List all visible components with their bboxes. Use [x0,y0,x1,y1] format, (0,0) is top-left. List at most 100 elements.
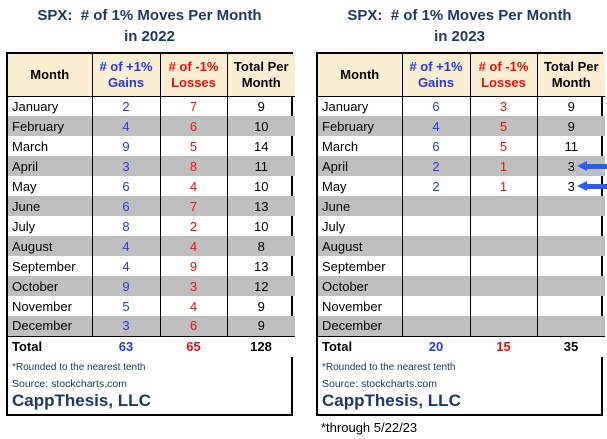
losses-cell [469,216,538,236]
losses-cell: 5 [159,136,228,156]
left-arrow-icon [576,181,607,191]
total-cell: 11 [536,136,605,156]
month-cell: March [8,136,93,156]
losses-cell: 6 [159,316,228,336]
total-cell [536,196,605,216]
total-cell: 11 [226,156,295,176]
footnote-source: Source: stockcharts.com [12,378,127,390]
losses-cell [469,316,538,336]
table-row: May 6 4 10 [8,176,295,196]
total-cell: 9 [226,296,295,316]
losses-cell: 5 [469,116,538,136]
total-cell: 3 [536,176,607,196]
gains-cell: 4 [401,116,471,136]
total-cell [536,216,605,236]
total-cell: 3 [536,156,607,176]
gains-cell [401,276,471,296]
month-cell: September [8,256,93,276]
table-2022: Month # of +1% Gains # of -1% Losses Total… [6,52,295,416]
table-row: June [318,196,605,216]
losses-cell: 7 [159,196,228,216]
footnote-rounded: *Rounded to the nearest tenth [322,362,456,373]
total-cell [536,276,605,296]
total-label: Total [8,335,92,357]
gains-cell: 9 [91,276,161,296]
losses-cell: 9 [159,256,228,276]
month-cell: June [318,196,403,216]
month-cell: July [8,216,93,236]
table-row: March 9 5 14 [8,136,295,156]
gains-cell [401,256,471,276]
column-header-losses: # of -1% Losses [469,54,538,97]
total-cell [536,256,605,276]
total-cell [536,296,605,316]
table-row: July [318,216,605,236]
table-row: April 2 1 3 [318,156,607,176]
table-row: May 2 1 3 [318,176,607,196]
gains-cell [401,236,471,256]
total-cell: 9 [226,96,295,116]
losses-cell: 1 [469,176,538,196]
table-row: October [318,276,605,296]
gains-cell: 9 [91,136,161,156]
month-cell: October [318,276,403,296]
month-cell: September [318,256,403,276]
gains-cell: 2 [401,176,471,196]
losses-cell: 3 [469,96,538,116]
losses-cell [469,236,538,256]
table-row: August 4 4 8 [8,236,295,256]
month-cell: April [318,156,403,176]
gains-cell: 2 [91,96,161,116]
total-cell: 9 [536,116,605,136]
gains-cell: 6 [401,96,471,116]
column-header-losses: # of -1% Losses [159,54,228,97]
losses-cell: 6 [159,116,228,136]
total-row: Total 63 65 128 [8,335,295,357]
table-row: June 6 7 13 [8,196,295,216]
month-cell: August [318,236,403,256]
header-row: Month # of +1% Gains # of -1% Losses Total… [318,54,605,97]
month-cell: February [318,116,403,136]
table-row: February 4 6 10 [8,116,295,136]
gains-cell [401,196,471,216]
total-losses: 15 [470,335,537,357]
month-cell: March [318,136,403,156]
page-title-2022-line1: SPX: # of 1% Moves Per Month [37,7,262,24]
losses-cell: 3 [159,276,228,296]
total-cell [536,236,605,256]
footnote-rounded: *Rounded to the nearest tenth [12,362,146,373]
gains-cell: 2 [401,156,471,176]
total-cell: 10 [226,116,295,136]
column-header-month: Month [318,54,403,97]
month-cell: October [8,276,93,296]
table-row: April 3 8 11 [8,156,295,176]
total-cell: 12 [226,276,295,296]
losses-cell: 8 [159,156,228,176]
gains-cell: 6 [91,196,161,216]
column-header-total: Total Per Month [536,54,605,97]
total-cell [536,316,605,336]
table-row: March 6 5 11 [318,136,605,156]
table-row: July 8 2 10 [8,216,295,236]
losses-cell: 4 [159,236,228,256]
losses-cell: 2 [159,216,228,236]
losses-cell: 5 [469,136,538,156]
footnote-source: Source: stockcharts.com [322,378,437,390]
page-title-2023-line1: SPX: # of 1% Moves Per Month [347,7,572,24]
table-row: September 4 9 13 [8,256,295,276]
table-2023-section: SPX: # of 1% Moves Per Month in 2023 Mon… [316,5,607,435]
month-cell: December [8,316,93,336]
total-gains: 20 [402,335,470,357]
gains-cell [401,216,471,236]
table-2022-section: SPX: # of 1% Moves Per Month in 2022 Mon… [6,5,295,435]
total-value: 3 [567,178,575,194]
month-cell: January [318,96,403,116]
gains-cell: 8 [91,216,161,236]
brand-name: CappThesis, LLC [322,391,461,410]
total-cell: 13 [226,256,295,276]
total-gains: 63 [92,335,160,357]
table-row: December 3 6 9 [8,316,295,336]
month-cell: November [8,296,93,316]
gains-cell: 4 [91,256,161,276]
